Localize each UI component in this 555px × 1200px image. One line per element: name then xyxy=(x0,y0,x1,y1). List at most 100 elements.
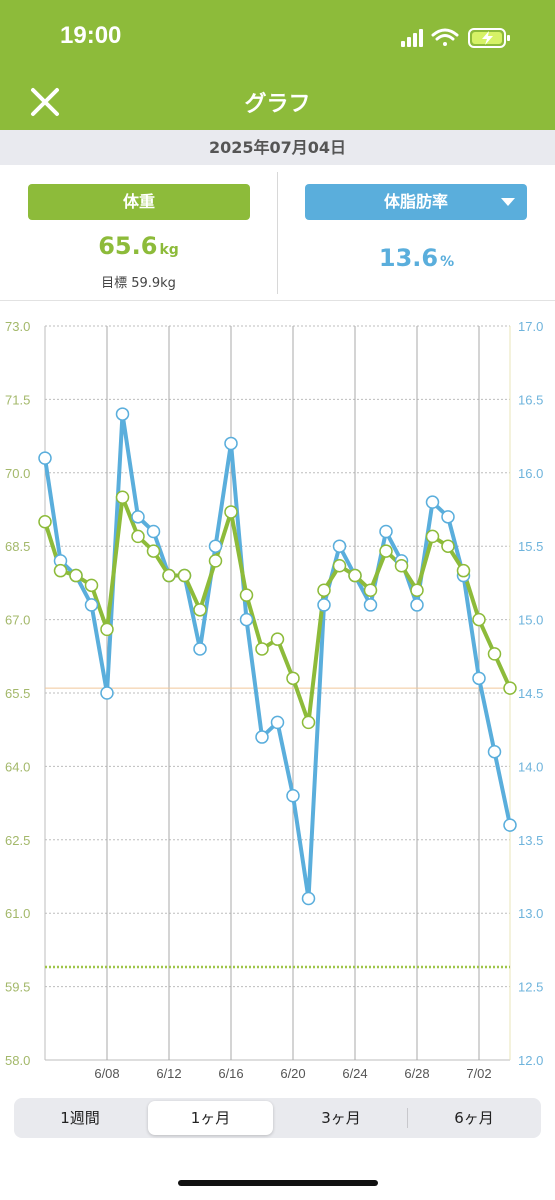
status-bar: 19:00 xyxy=(0,0,555,75)
y-left-tick-label: 61.0 xyxy=(5,906,30,921)
fat-data-point xyxy=(224,436,238,451)
weight-data-point xyxy=(69,568,83,583)
period-tab-bar: 1週間 1ヶ月 3ヶ月 6ヶ月 xyxy=(14,1098,541,1138)
weight-data-point xyxy=(425,529,440,544)
weight-data-point xyxy=(379,544,393,558)
y-right-tick-label: 17.0 xyxy=(518,319,543,334)
y-right-tick-label: 16.0 xyxy=(518,466,543,481)
fat-data-point xyxy=(239,612,254,627)
y-left-tick-label: 65.5 xyxy=(5,686,30,701)
page-title: グラフ xyxy=(244,92,311,117)
tab-6-months[interactable]: 6ヶ月 xyxy=(454,1109,494,1127)
fat-data-point xyxy=(131,510,145,524)
weight-panel: 体重 65.6 kg 目標 59.9kg xyxy=(0,172,277,294)
fat-data-point xyxy=(487,744,502,759)
fat-unit: % xyxy=(440,254,455,270)
fat-value: 13.6% xyxy=(278,244,555,272)
y-left-tick-label: 70.0 xyxy=(5,466,30,481)
weight-data-point xyxy=(487,647,502,661)
weight-button[interactable]: 体重 xyxy=(28,184,250,220)
fat-data-point xyxy=(425,495,440,509)
y-right-tick-label: 14.0 xyxy=(518,759,543,774)
fat-data-point xyxy=(441,510,455,524)
fat-data-point xyxy=(100,686,114,700)
weight-data-point xyxy=(38,514,52,529)
fat-data-point xyxy=(286,789,300,803)
weight-data-point xyxy=(131,529,145,544)
weight-data-point xyxy=(301,715,316,730)
weight-data-point xyxy=(146,544,161,558)
x-tick-label: 6/24 xyxy=(342,1066,367,1081)
fat-panel: 体脂肪率 13.6% xyxy=(278,172,555,294)
weight-data-point xyxy=(410,583,424,597)
weight-data-point xyxy=(286,671,300,686)
x-tick-label: 6/08 xyxy=(94,1066,119,1081)
tab-1-week[interactable]: 1週間 xyxy=(60,1109,100,1127)
nav-bar: グラフ xyxy=(0,75,555,130)
tab-separator xyxy=(407,1108,408,1128)
status-icons xyxy=(401,28,510,48)
y-right-tick-label: 15.5 xyxy=(518,539,543,554)
y-left-tick-label: 62.5 xyxy=(5,833,30,848)
fat-data-point xyxy=(208,539,223,553)
date-bar: 2025年07月04日 xyxy=(0,130,555,165)
weight-data-point xyxy=(441,539,455,553)
weight-number: 65.6 xyxy=(98,232,158,260)
fat-data-point xyxy=(332,539,347,553)
weight-data-point xyxy=(456,563,471,578)
close-icon[interactable] xyxy=(28,85,62,119)
x-tick-label: 7/02 xyxy=(466,1066,491,1081)
fat-series-line xyxy=(43,413,512,899)
weight-data-point xyxy=(193,603,207,617)
fat-dropdown-button[interactable]: 体脂肪率 xyxy=(305,184,527,220)
weight-data-point xyxy=(100,622,114,637)
fat-data-point xyxy=(472,671,486,686)
tab-1-month[interactable]: 1ヶ月 xyxy=(148,1101,273,1135)
home-indicator xyxy=(178,1180,378,1186)
tab-3-months[interactable]: 3ヶ月 xyxy=(321,1109,361,1127)
weight-data-point xyxy=(270,632,285,646)
weight-data-point xyxy=(177,568,192,583)
fat-data-point xyxy=(317,598,331,612)
weight-data-point xyxy=(115,490,130,505)
weight-data-point xyxy=(332,559,347,573)
x-tick-label: 6/20 xyxy=(280,1066,305,1081)
weight-unit: kg xyxy=(159,242,179,258)
y-right-tick-label: 13.0 xyxy=(518,906,543,921)
fat-data-point xyxy=(255,730,269,744)
weight-data-point xyxy=(503,681,517,695)
y-left-tick-label: 64.0 xyxy=(5,759,30,774)
x-tick-label: 6/28 xyxy=(404,1066,429,1081)
fat-label: 体脂肪率 xyxy=(383,192,448,211)
weight-data-point xyxy=(208,554,223,568)
y-left-tick-label: 71.5 xyxy=(5,392,30,407)
y-left-tick-label: 59.5 xyxy=(5,980,30,995)
weight-data-point xyxy=(239,588,254,602)
x-tick-label: 6/16 xyxy=(218,1066,243,1081)
wifi-icon xyxy=(431,28,459,46)
y-left-tick-label: 73.0 xyxy=(5,319,30,334)
fat-data-point xyxy=(301,891,316,906)
y-left-tick-label: 68.5 xyxy=(5,539,30,554)
signal-icon xyxy=(401,29,423,47)
fat-data-point xyxy=(84,598,99,612)
fat-number: 13.6 xyxy=(378,244,439,272)
fat-data-point xyxy=(115,407,130,421)
fat-data-point xyxy=(410,598,424,612)
weight-data-point xyxy=(317,583,331,597)
fat-data-point xyxy=(146,524,161,539)
y-right-tick-label: 16.5 xyxy=(518,392,543,407)
weight-fat-chart: 73.0 17.0 71.5 16.5 70.0 16.0 68.5 15.5 67.0 15.0… xyxy=(5,319,543,1081)
weight-data-point xyxy=(255,642,269,656)
weight-data-point xyxy=(53,563,68,578)
weight-data-point xyxy=(162,568,176,583)
fat-data-point xyxy=(363,598,378,612)
y-left-tick-label: 67.0 xyxy=(5,613,30,628)
weight-data-point xyxy=(224,505,238,519)
chevron-down-icon xyxy=(501,198,515,206)
y-right-tick-label: 13.5 xyxy=(518,833,543,848)
y-right-tick-label: 12.5 xyxy=(518,980,543,995)
weight-data-point xyxy=(472,612,486,627)
chart-top-separator xyxy=(0,300,555,301)
weight-data-point xyxy=(394,559,409,573)
